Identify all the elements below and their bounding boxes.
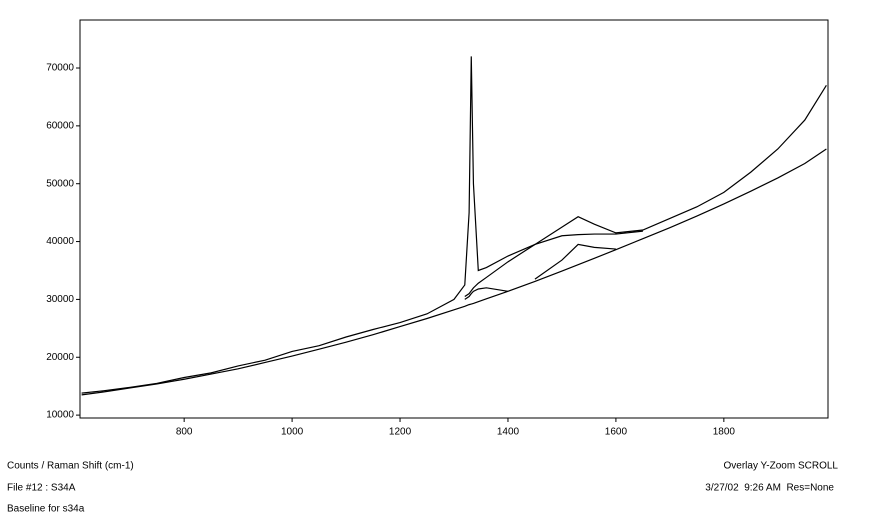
y-tick-label: 10000 (46, 410, 74, 421)
y-tick-label: 20000 (46, 352, 74, 363)
plot-frame (79, 19, 829, 419)
axis-label: Counts / Raman Shift (cm-1) (7, 461, 134, 472)
mode-label: Overlay Y-Zoom SCROLL (724, 461, 839, 472)
x-tick-label: 1800 (713, 427, 736, 438)
series-line (464, 230, 643, 298)
series-line (534, 243, 616, 280)
subtitle: Baseline for s34a (7, 504, 85, 515)
file-label: File #12 : S34A (7, 483, 76, 494)
y-tick-label: 70000 (46, 63, 74, 74)
x-tick-label: 1200 (389, 427, 412, 438)
y-tick-label: 30000 (46, 294, 74, 305)
series-line (81, 56, 827, 394)
y-tick-label: 60000 (46, 121, 74, 132)
timestamp: 3/27/02 9:26 AM Res=None (705, 483, 834, 494)
x-tick-label: 1600 (605, 427, 628, 438)
x-tick-label: 1000 (281, 427, 304, 438)
x-tick-label: 1400 (497, 427, 520, 438)
y-tick-label: 50000 (46, 178, 74, 189)
x-tick-label: 800 (176, 427, 193, 438)
series-line (81, 148, 827, 396)
y-tick-label: 40000 (46, 236, 74, 247)
series-line (464, 287, 509, 300)
